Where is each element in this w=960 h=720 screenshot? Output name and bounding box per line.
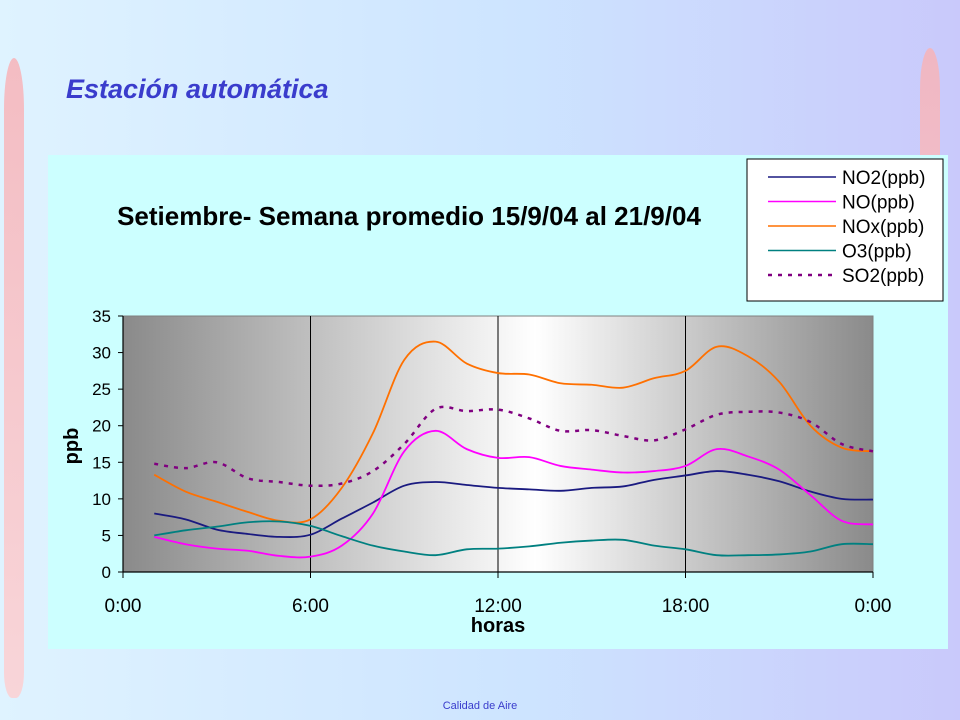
x-tick-label-3: 18:00: [662, 596, 710, 617]
legend: NO2(ppb) NO(ppb) NOx(ppb) O3(ppb) SO2(ppb): [746, 158, 944, 302]
y-tick-label-1: 5: [102, 526, 111, 545]
series-line-3: [154, 520, 874, 557]
series-line-0: [154, 470, 874, 538]
y-tick-label-7: 35: [92, 307, 111, 326]
legend-label-0: NO2(ppb): [842, 168, 925, 189]
x-tick-label-1: 6:00: [292, 596, 329, 617]
left-decorative-bar: [4, 58, 24, 698]
legend-label-4: SO2(ppb): [842, 266, 924, 287]
y-tick-label-2: 10: [92, 490, 111, 509]
x-tick-label-4: 0:00: [855, 596, 892, 617]
y-tick-label-3: 15: [92, 453, 111, 472]
y-tick-label-0: 0: [102, 563, 111, 582]
legend-box: [746, 158, 944, 302]
y-axis-label: ppb: [61, 428, 83, 465]
legend-label-3: O3(ppb): [842, 242, 912, 263]
legend-label-1: NO(ppb): [842, 193, 915, 214]
x-axis-label: horas: [471, 615, 525, 637]
legend-label-2: NOx(ppb): [842, 217, 924, 238]
y-tick-label-5: 25: [92, 380, 111, 399]
series-line-1: [154, 429, 874, 559]
x-tick-label-2: 12:00: [474, 596, 522, 617]
chart-title: Setiembre- Semana promedio 15/9/04 al 21…: [117, 201, 701, 231]
series-line-2: [153, 340, 874, 524]
x-tick-label-0: 0:00: [105, 596, 142, 617]
slide-title: Estación automática: [66, 74, 329, 104]
footer-text: Calidad de Aire: [442, 700, 518, 712]
y-tick-label-4: 20: [92, 417, 111, 436]
y-tick-label-6: 30: [92, 344, 111, 363]
series-line-4: [154, 405, 874, 488]
